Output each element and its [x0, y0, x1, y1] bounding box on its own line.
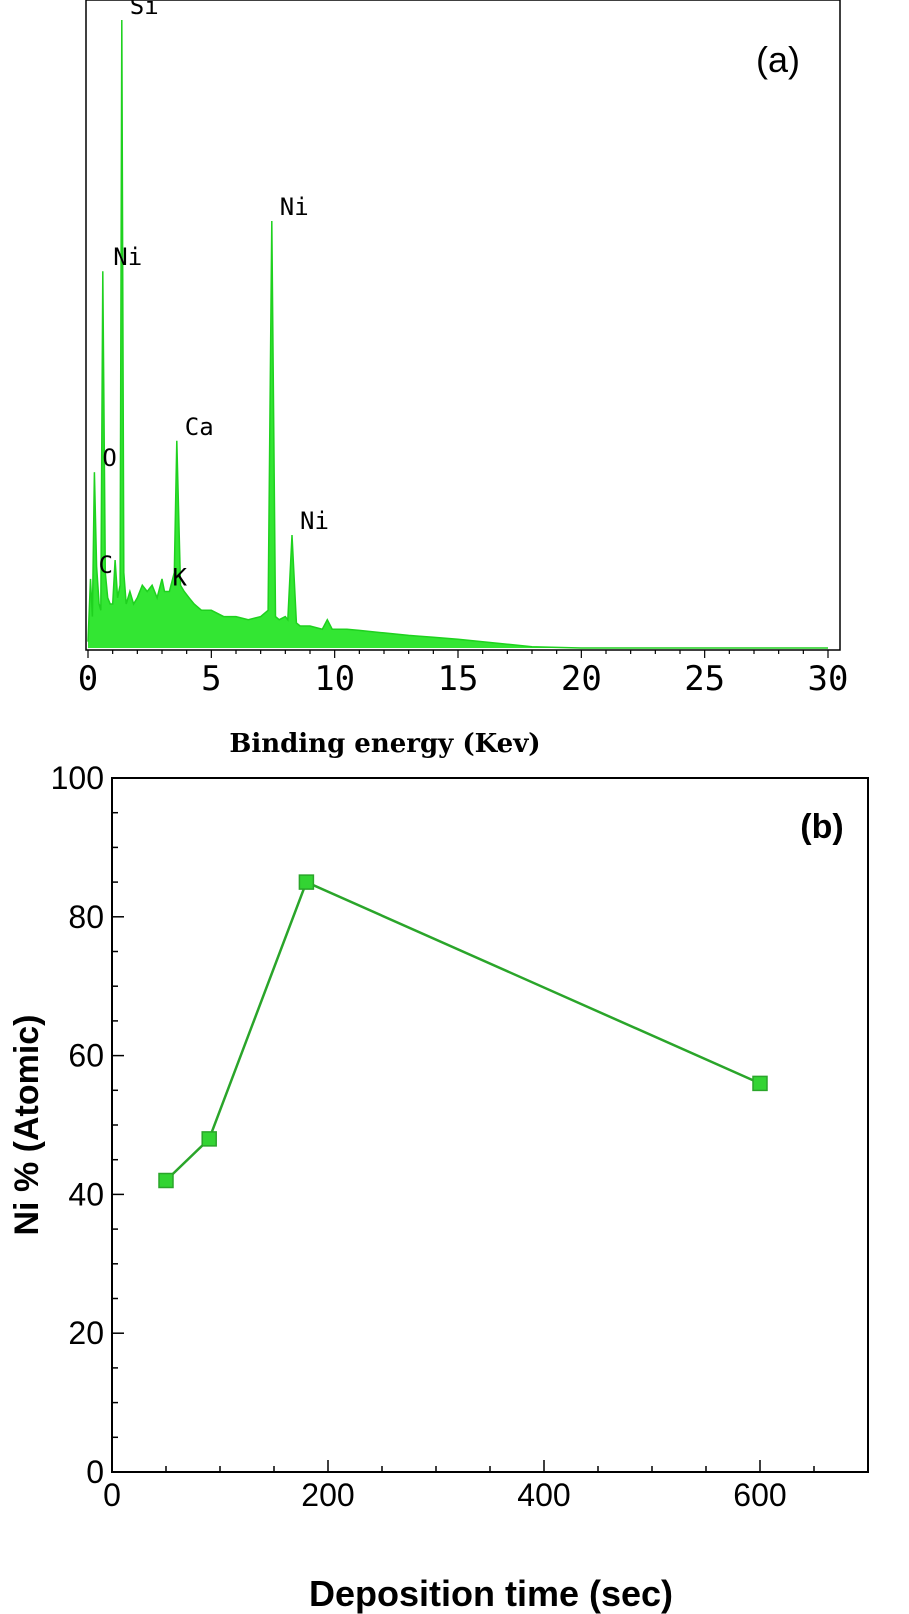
x-tick-label-10: 10 [314, 659, 355, 699]
x-tick-label-25: 25 [684, 659, 725, 699]
data-point-marker [752, 1075, 768, 1092]
data-point-marker [298, 874, 315, 890]
x-tick-label-200: 200 [301, 1477, 354, 1513]
peak-labels: Si Ni Ni Ca O K C Ni [99, 0, 329, 592]
x-tick-label-5: 5 [201, 659, 221, 699]
panel-b-ni-vs-time: 0 20 40 60 80 100 0 200 400 600 (b) Deposition ti… [8, 760, 869, 1614]
peak-label-ni-1: Ni [113, 243, 142, 271]
y-tick-label-0: 0 [86, 1454, 104, 1490]
y-tick-label-100: 100 [51, 760, 104, 796]
peak-label-ca-3: Ca [185, 413, 214, 441]
spectrum-line [87, 19, 828, 649]
series-markers [158, 874, 768, 1189]
panel-b-x-axis-title: Deposition time (sec) [309, 1573, 673, 1614]
x-tick-label-400: 400 [517, 1477, 570, 1513]
x-tick-label-0: 0 [103, 1477, 121, 1513]
peak-label-k-5: K [173, 564, 188, 592]
panel-b-label: (b) [800, 808, 843, 846]
peak-label-c-6: C [99, 551, 113, 579]
x-tick-label-20: 20 [561, 659, 602, 699]
x-tick-label-30: 30 [808, 659, 849, 699]
data-point-marker [158, 1172, 174, 1189]
panel-b-plot-frame [111, 777, 869, 1473]
x-tick-label-600: 600 [733, 1477, 786, 1513]
peak-label-si-0: Si [130, 0, 159, 20]
y-tick-label-60: 60 [68, 1038, 104, 1074]
spectrum-area [88, 20, 828, 648]
panel-a-plot-frame [85, 0, 841, 651]
data-point-marker [201, 1131, 217, 1147]
panel-b-y-axis-title: Ni % (Atomic) [8, 1015, 46, 1236]
panel-b-axis-ticks: 0 20 40 60 80 100 0 200 400 600 [51, 760, 869, 1513]
y-tick-label-80: 80 [68, 899, 104, 935]
y-tick-label-40: 40 [68, 1176, 104, 1212]
y-tick-label-20: 20 [68, 1315, 104, 1351]
series-line [165, 880, 761, 1182]
panel-a-label: (a) [756, 39, 800, 80]
x-tick-label-0: 0 [78, 659, 98, 699]
peak-label-o-4: O [102, 444, 116, 472]
panel-a-x-axis-ticks: 0 5 10 15 20 25 30 [78, 650, 849, 699]
x-tick-label-15: 15 [438, 659, 479, 699]
peak-label-ni-7: Ni [300, 507, 329, 535]
panel-a-edx-spectrum: Si Ni Ni Ca O K C Ni 0 5 10 15 20 25 30 (a) Binding e… [78, 0, 849, 759]
panel-a-x-axis-title: Binding energy (Kev) [229, 729, 540, 759]
peak-label-ni-2: Ni [280, 193, 309, 221]
